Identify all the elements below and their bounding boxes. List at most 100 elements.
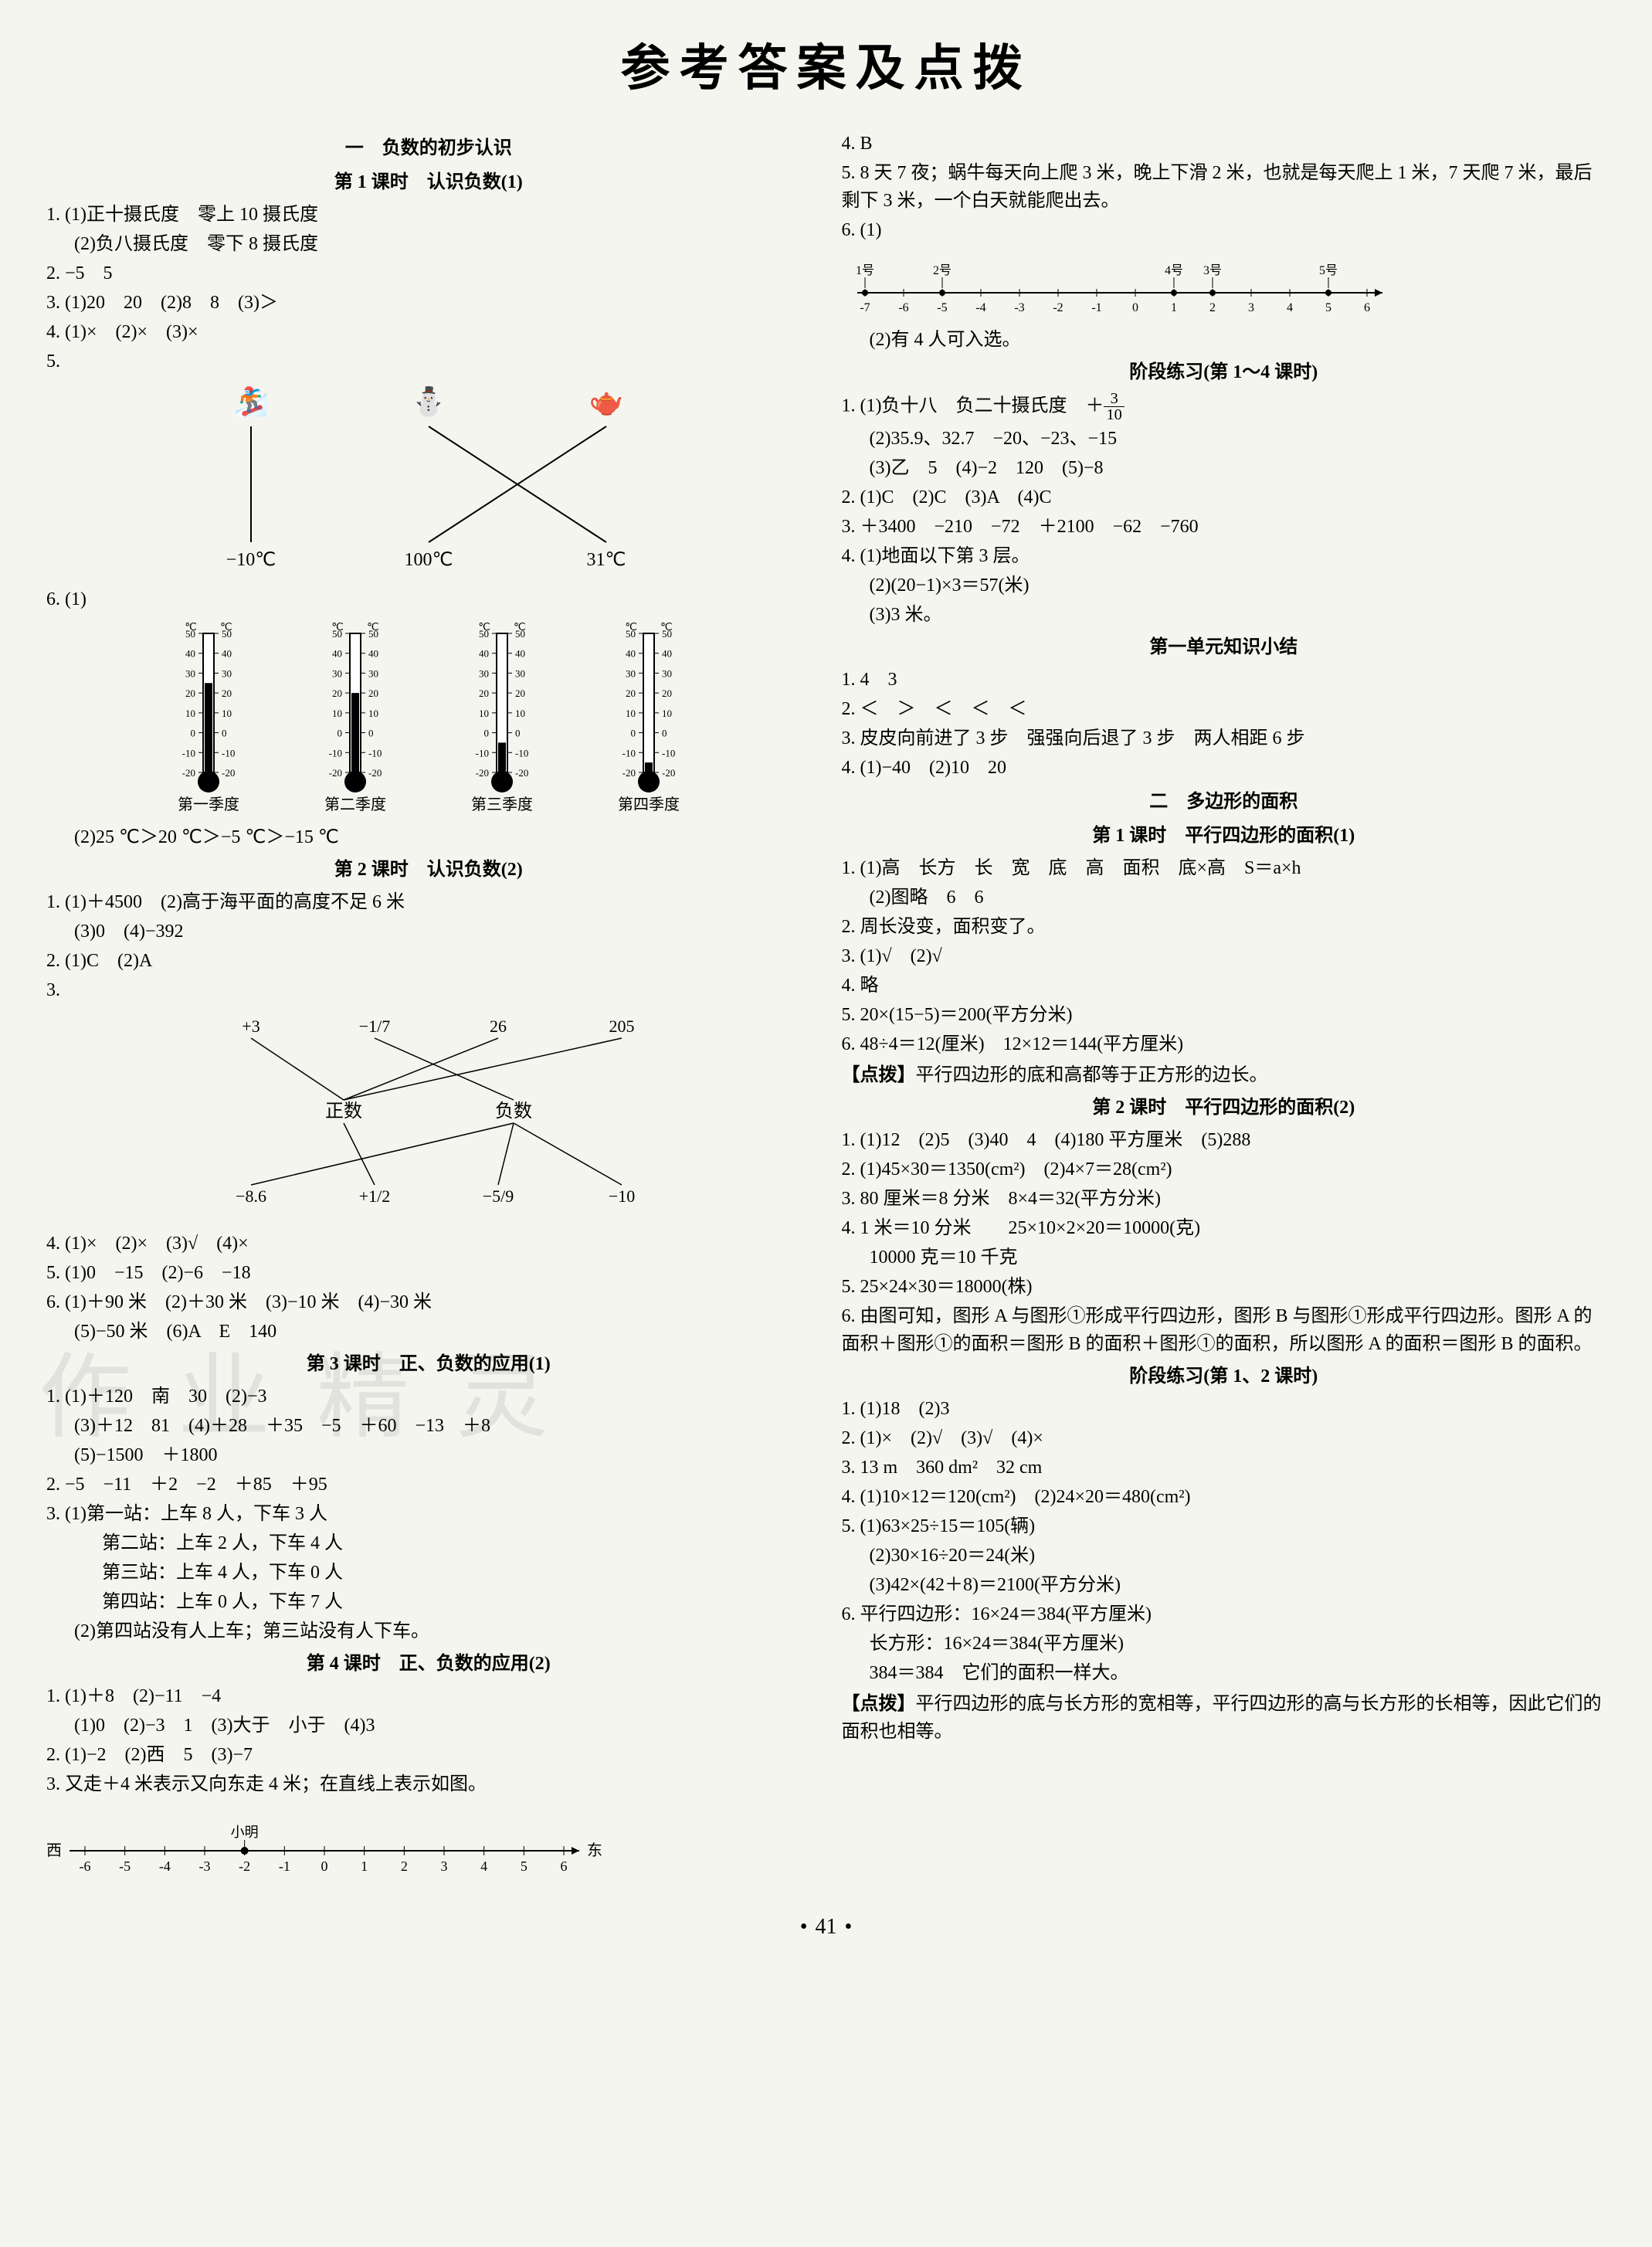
answer-line: (3)0 (4)−392 (46, 918, 811, 945)
svg-text:50: 50 (222, 628, 232, 640)
svg-text:2: 2 (401, 1858, 408, 1874)
unit1-summary-title: 第一单元知识小结 (842, 633, 1606, 661)
svg-text:0: 0 (630, 728, 636, 739)
svg-text:-3: -3 (199, 1858, 211, 1874)
answer-line: (2)30×16÷20＝24(米) (842, 1542, 1606, 1570)
svg-text:-20: -20 (622, 767, 635, 779)
answer-line: (2)第四站没有人上车；第三站没有人下车。 (46, 1617, 811, 1645)
svg-text:6: 6 (561, 1858, 568, 1874)
tip-label: 【点拨】 (842, 1694, 916, 1714)
q5-label: 5. (46, 348, 811, 375)
answer-line: 1. (1)12 (2)5 (3)40 4 (4)180 平方厘米 (5)288 (842, 1126, 1606, 1154)
svg-text:−5/9: −5/9 (482, 1186, 514, 1206)
answer-line: 4. (1)× (2)× (3)√ (4)× (46, 1230, 811, 1258)
answer-line: 2. −5 5 (46, 260, 811, 287)
svg-text:40: 40 (515, 648, 525, 660)
svg-text:0: 0 (1132, 301, 1138, 314)
svg-text:3: 3 (441, 1858, 448, 1874)
svg-text:-20: -20 (328, 767, 341, 779)
svg-text:5号: 5号 (1318, 263, 1337, 277)
svg-text:第三季度: 第三季度 (471, 796, 533, 813)
svg-text:40: 40 (185, 648, 195, 660)
answer-line: 1. (1)高 长方 长 宽 底 高 面积 底×高 S＝a×h (842, 854, 1606, 882)
answer-line: 1. (1)＋4500 (2)高于海平面的高度不足 6 米 (46, 888, 811, 916)
svg-text:+3: +3 (242, 1017, 260, 1036)
svg-text:0: 0 (368, 728, 374, 739)
svg-text:20: 20 (222, 687, 232, 699)
svg-text:20: 20 (332, 687, 342, 699)
page-title: 参考答案及点拨 (46, 31, 1606, 105)
page-number: •41• (46, 1911, 1606, 1943)
answer-line: (2)25 ℃＞20 ℃＞−5 ℃＞−15 ℃ (46, 823, 811, 851)
left-column: 一 负数的初步认识 第 1 课时 认识负数(1) 1. (1)正十摄氏度 零上 … (46, 128, 811, 1888)
svg-text:20: 20 (368, 687, 378, 699)
answer-line: (3)＋12 81 (4)＋28 ＋35 −5 ＋60 −13 ＋8 (46, 1412, 811, 1440)
svg-text:-6: -6 (898, 301, 908, 314)
svg-text:100℃: 100℃ (404, 550, 453, 570)
svg-text:10: 10 (626, 708, 636, 719)
svg-text:20: 20 (479, 687, 489, 699)
svg-text:0: 0 (483, 728, 489, 739)
svg-text:20: 20 (515, 687, 525, 699)
answer-line: 3. 又走＋4 米表示又向东走 4 米；在直线上表示如图。 (46, 1770, 811, 1798)
svg-text:-1: -1 (279, 1858, 290, 1874)
svg-text:31℃: 31℃ (586, 550, 626, 570)
svg-text:20: 20 (626, 687, 636, 699)
svg-text:50: 50 (626, 628, 636, 640)
svg-text:40: 40 (626, 648, 636, 660)
svg-text:30: 30 (662, 667, 672, 679)
svg-text:🏂: 🏂 (233, 385, 268, 417)
svg-text:40: 40 (368, 648, 378, 660)
svg-text:🫖: 🫖 (589, 386, 623, 417)
svg-text:-10: -10 (368, 747, 382, 759)
svg-text:-10: -10 (328, 747, 341, 759)
svg-text:50: 50 (332, 628, 342, 640)
answer-line: 3. (1)20 20 (2)8 8 (3)＞ (46, 289, 811, 317)
svg-text:⛄: ⛄ (411, 385, 446, 418)
q3-label: 3. (46, 976, 811, 1004)
answer-line: 4. (1)地面以下第 3 层。 (842, 542, 1606, 570)
svg-text:10: 10 (515, 708, 525, 719)
svg-text:2: 2 (1209, 301, 1216, 314)
answer-line: 3. 皮皮向前进了 3 步 强强向后退了 3 步 两人相距 6 步 (842, 725, 1606, 752)
answer-line: (2)(20−1)×3＝57(米) (842, 572, 1606, 599)
svg-text:-6: -6 (80, 1858, 91, 1874)
answer-line: 1. (1)18 (2)3 (842, 1395, 1606, 1423)
svg-text:0: 0 (662, 728, 667, 739)
svg-text:10: 10 (368, 708, 378, 719)
lesson1-title: 第 1 课时 认识负数(1) (46, 168, 811, 196)
svg-text:-10: -10 (222, 747, 235, 759)
svg-text:20: 20 (185, 687, 195, 699)
answer-line: 3. 80 厘米＝8 分米 8×4＝32(平方分米) (842, 1185, 1606, 1213)
svg-text:50: 50 (185, 628, 195, 640)
answer-line: 10000 克＝10 千克 (842, 1244, 1606, 1271)
svg-text:东: 东 (587, 1841, 602, 1859)
l4-number-line: -6-5-4-3-2-10123456西东小明 (46, 1804, 602, 1882)
answer-line: (2)35.9、32.7 −20、−23、−15 (842, 425, 1606, 453)
svg-text:-2: -2 (1053, 301, 1063, 314)
lesson3-title: 第 3 课时 正、负数的应用(1) (46, 1350, 811, 1378)
svg-text:0: 0 (222, 728, 227, 739)
svg-text:-10: -10 (515, 747, 528, 759)
answer-line: 5. 25×24×30＝18000(株) (842, 1273, 1606, 1301)
answer-line: 第三站：上车 4 人，下车 0 人 (46, 1559, 811, 1587)
answer-line: 5. (1)63×25÷15＝105(辆) (842, 1512, 1606, 1540)
u2l1-title: 第 1 课时 平行四边形的面积(1) (842, 822, 1606, 850)
svg-text:西: 西 (46, 1842, 62, 1859)
svg-text:小明: 小明 (231, 1824, 259, 1840)
answer-line: 3. 13 m 360 dm² 32 cm (842, 1454, 1606, 1482)
svg-text:5: 5 (521, 1858, 527, 1874)
svg-text:-20: -20 (181, 767, 195, 779)
answer-line: 2. 周长没变，面积变了。 (842, 913, 1606, 941)
tip-label: 【点拨】 (842, 1065, 916, 1085)
svg-text:第四季度: 第四季度 (618, 796, 680, 813)
svg-text:4号: 4号 (1164, 263, 1182, 277)
answer-line: 1. (1)负十八 负二十摄氏度 ＋310 (842, 391, 1606, 423)
svg-text:1: 1 (1171, 301, 1177, 314)
svg-text:3号: 3号 (1203, 263, 1221, 277)
svg-text:第二季度: 第二季度 (324, 796, 386, 813)
answer-line: 1. (1)＋120 南 30 (2)−3 (46, 1383, 811, 1410)
svg-text:-20: -20 (222, 767, 235, 779)
svg-text:0: 0 (337, 728, 342, 739)
svg-text:50: 50 (368, 628, 378, 640)
